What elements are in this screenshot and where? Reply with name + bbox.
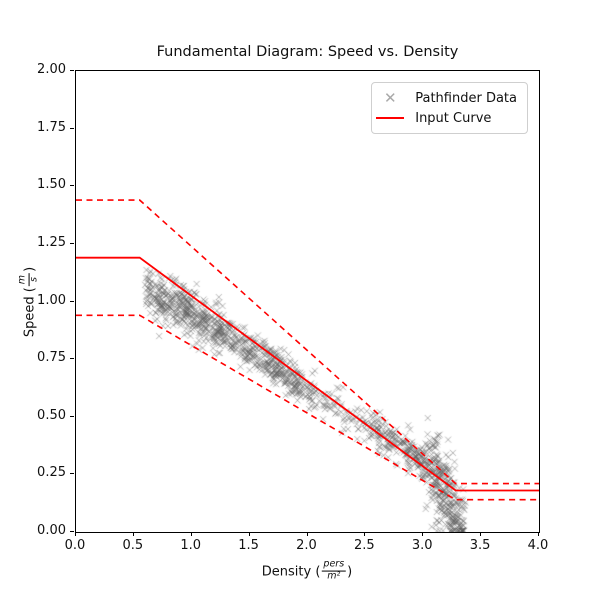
x-tick-label: 1.5 — [238, 538, 259, 553]
plot-area: ✕ Pathfinder Data Input Curve — [75, 70, 540, 533]
y-tick-mark — [70, 473, 74, 475]
chart-title: Fundamental Diagram: Speed vs. Density — [156, 44, 459, 60]
x-axis-label-suffix: ) — [347, 564, 353, 580]
y-tick-label: 1.25 — [37, 234, 66, 250]
y-tick-mark — [70, 358, 74, 360]
legend-item-input-curve: Input Curve — [375, 108, 517, 128]
x-tick-label: 2.5 — [354, 538, 375, 553]
x-tick-mark — [75, 532, 76, 536]
x-tick-mark — [422, 532, 424, 536]
x-tick-label: 4.0 — [527, 538, 549, 553]
scatter-points-layer — [76, 71, 539, 532]
x-axis-label-fraction: pers m² — [321, 558, 347, 582]
y-tick-label: 2.00 — [37, 62, 66, 77]
y-tick-label: 0.75 — [37, 350, 66, 366]
x-axis-label: Density (pers m²) — [261, 558, 353, 584]
x-tick-mark — [538, 532, 539, 536]
y-tick-label: 1.00 — [37, 292, 66, 308]
x-tick-label: 3.0 — [411, 538, 433, 553]
y-tick-label: 0.50 — [37, 407, 66, 423]
y-tick-mark — [70, 300, 74, 302]
x-tick-mark — [480, 532, 482, 536]
legend-label-pathfinder-data: Pathfinder Data — [415, 90, 517, 106]
series-dashed-line — [76, 199, 539, 485]
legend-item-pathfinder-data: ✕ Pathfinder Data — [375, 88, 517, 108]
legend-label-input-curve: Input Curve — [415, 110, 492, 126]
x-marker-icon: ✕ — [383, 88, 397, 107]
x-tick-label: 3.5 — [469, 538, 491, 553]
series-dashed-line — [76, 314, 539, 501]
legend: ✕ Pathfinder Data Input Curve — [371, 82, 528, 134]
y-tick-label: 1.75 — [37, 119, 66, 135]
y-tick-label: 1.50 — [37, 177, 66, 193]
x-tick-mark — [248, 532, 250, 536]
input-curve-layer — [76, 199, 539, 501]
y-axis-label-suffix: ) — [22, 266, 38, 272]
red-line-icon — [375, 117, 405, 119]
x-tick-label: 0.0 — [64, 538, 86, 553]
y-tick-mark — [70, 127, 74, 129]
x-tick-mark — [306, 532, 308, 536]
y-tick-mark — [70, 70, 74, 71]
series-solid-line — [76, 256, 539, 492]
y-tick-mark — [70, 531, 74, 532]
x-tick-mark — [190, 532, 192, 536]
x-tick-mark — [132, 532, 134, 536]
x-tick-mark — [364, 532, 366, 536]
y-tick-label: 0.00 — [37, 523, 66, 538]
x-tick-label: 2.0 — [296, 538, 317, 553]
x-tick-label: 0.5 — [122, 538, 144, 553]
y-tick-mark — [70, 242, 74, 244]
x-axis-label-prefix: Density ( — [261, 564, 321, 580]
x-tick-label: 1.0 — [180, 538, 202, 553]
y-tick-mark — [70, 415, 74, 417]
y-tick-mark — [70, 185, 74, 187]
y-tick-label: 0.25 — [37, 465, 66, 481]
